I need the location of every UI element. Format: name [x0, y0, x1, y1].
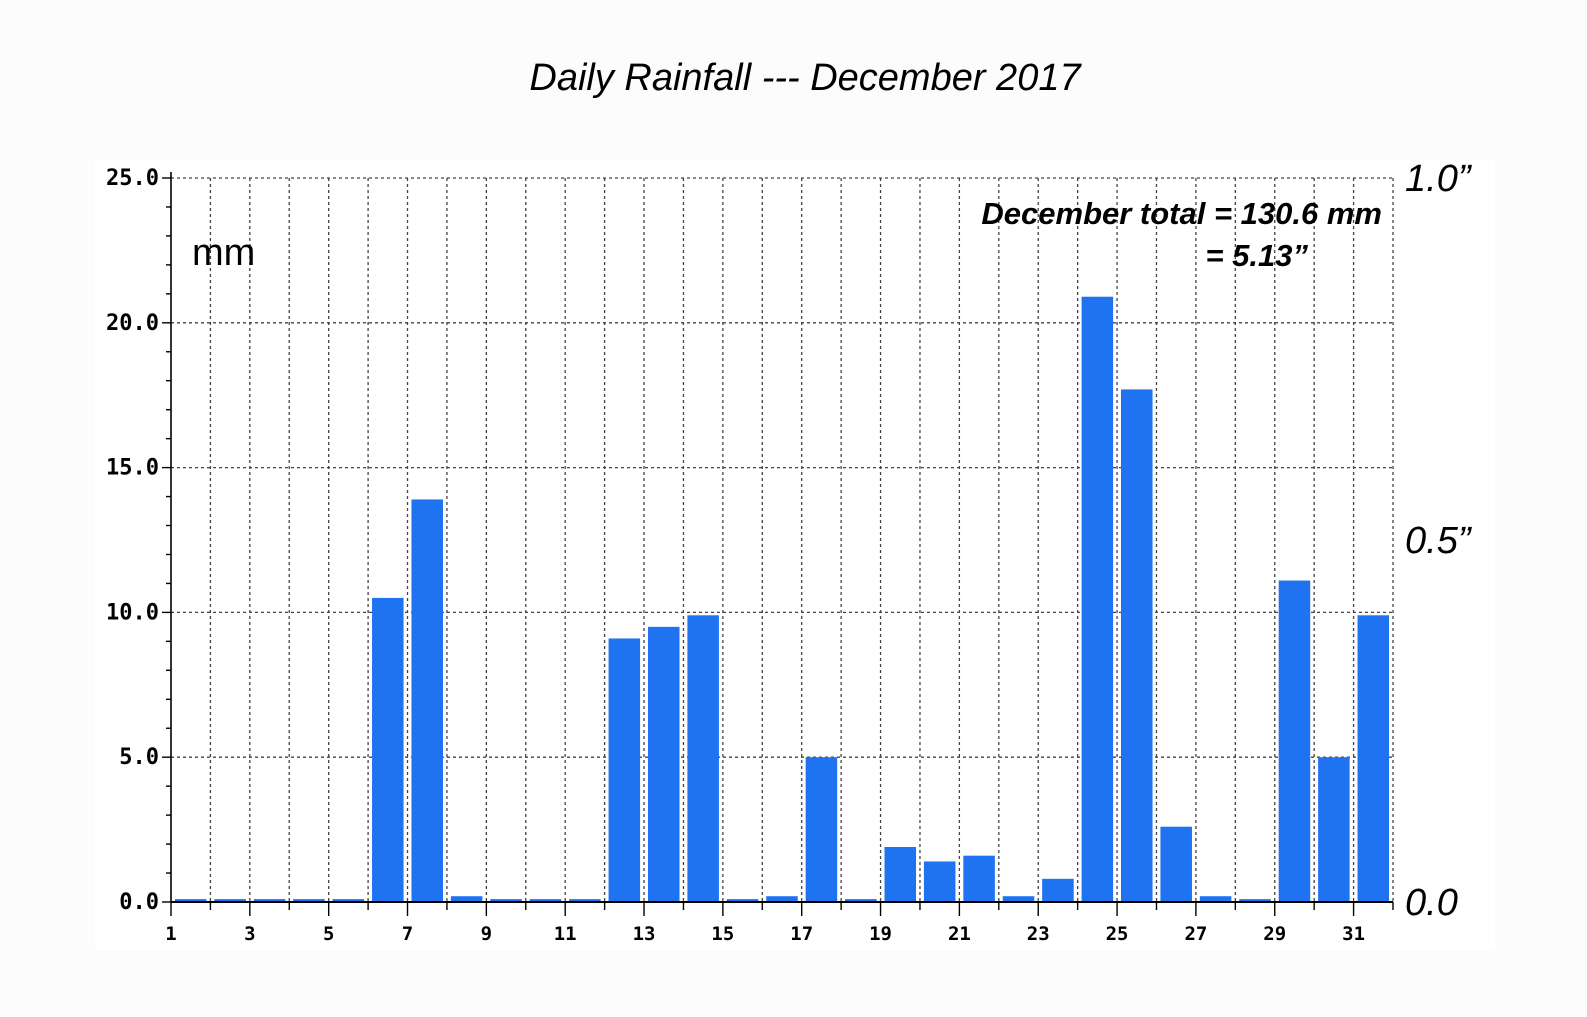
- bar-day-3: [253, 899, 286, 902]
- bar-day-6: [372, 597, 404, 902]
- x-tick-label: 1: [165, 923, 176, 945]
- x-tick-label: 29: [1263, 923, 1286, 945]
- bar-day-20: [923, 861, 956, 902]
- grid-lines: [171, 177, 1394, 902]
- bar-day-16: [766, 896, 798, 902]
- bar-day-29: [1278, 580, 1311, 902]
- bar-day-23: [1042, 878, 1074, 902]
- x-tick-label: 7: [402, 923, 413, 945]
- right-axis-label: 0.5”: [1405, 520, 1473, 562]
- bar-series: [174, 296, 1390, 903]
- bar-day-30: [1318, 757, 1350, 902]
- bar-day-18: [845, 899, 877, 902]
- x-tick-label: 15: [711, 923, 734, 945]
- y-tick-label: 0.0: [119, 890, 159, 915]
- bar-day-26: [1160, 826, 1192, 902]
- bar-day-11: [569, 899, 601, 902]
- y-tick-label: 25.0: [106, 166, 159, 191]
- bar-day-19: [884, 846, 917, 902]
- bar-day-17: [805, 757, 838, 902]
- bar-day-25: [1121, 389, 1153, 903]
- bar-day-22: [1002, 896, 1035, 902]
- x-tick-label: 11: [554, 923, 577, 945]
- x-tick-label: 5: [323, 923, 334, 945]
- x-tick-label: 25: [1106, 923, 1129, 945]
- bar-day-12: [608, 638, 641, 902]
- y-tick-label: 5.0: [119, 745, 159, 770]
- bar-day-8: [450, 896, 483, 902]
- x-tick-label: 17: [790, 923, 813, 945]
- unit-label: mm: [192, 232, 255, 274]
- x-tick-label: 19: [869, 923, 892, 945]
- bar-day-10: [529, 899, 562, 902]
- bar-day-27: [1199, 896, 1232, 902]
- bar-day-28: [1239, 899, 1271, 902]
- y-tick-label: 10.0: [106, 600, 159, 625]
- x-tick-label: 23: [1027, 923, 1050, 945]
- bar-day-24: [1081, 296, 1114, 903]
- bar-day-7: [411, 499, 443, 902]
- bar-day-2: [214, 899, 246, 902]
- chart-title: Daily Rainfall --- December 2017: [529, 57, 1082, 99]
- plot-panel: [95, 160, 1495, 950]
- x-tick-labels: 1 3 5 7 9 11 13 15 17 19 21 23 25 27 29 31: [165, 923, 1365, 945]
- right-axis-label: 1.0”: [1405, 158, 1473, 200]
- x-tick-label: 13: [633, 923, 656, 945]
- x-tick-label: 31: [1342, 923, 1365, 945]
- bar-day-1: [174, 899, 207, 902]
- axes: [162, 172, 1394, 916]
- right-axis-label: 0.0: [1405, 882, 1458, 924]
- bar-day-13: [647, 626, 680, 902]
- bar-day-15: [726, 899, 759, 902]
- bar-day-9: [490, 899, 522, 902]
- bar-day-21: [963, 855, 995, 902]
- y-tick-labels: 0.0 5.0 10.0 15.0 20.0 25.0: [106, 166, 159, 915]
- x-tick-label: 27: [1184, 923, 1207, 945]
- bar-day-31: [1357, 615, 1390, 902]
- right-axis-labels: 0.0 0.5” 1.0”: [1405, 158, 1473, 924]
- total-annotation-line2: = 5.13”: [1205, 238, 1308, 273]
- bar-day-4: [293, 899, 325, 902]
- x-tick-label: 21: [948, 923, 971, 945]
- bar-day-5: [332, 899, 365, 902]
- bar-day-14: [687, 615, 719, 902]
- y-tick-label: 15.0: [106, 456, 159, 481]
- y-tick-label: 20.0: [106, 311, 159, 336]
- x-tick-label: 9: [481, 923, 492, 945]
- x-tick-label: 3: [244, 923, 255, 945]
- total-annotation-line1: December total = 130.6 mm: [981, 196, 1382, 231]
